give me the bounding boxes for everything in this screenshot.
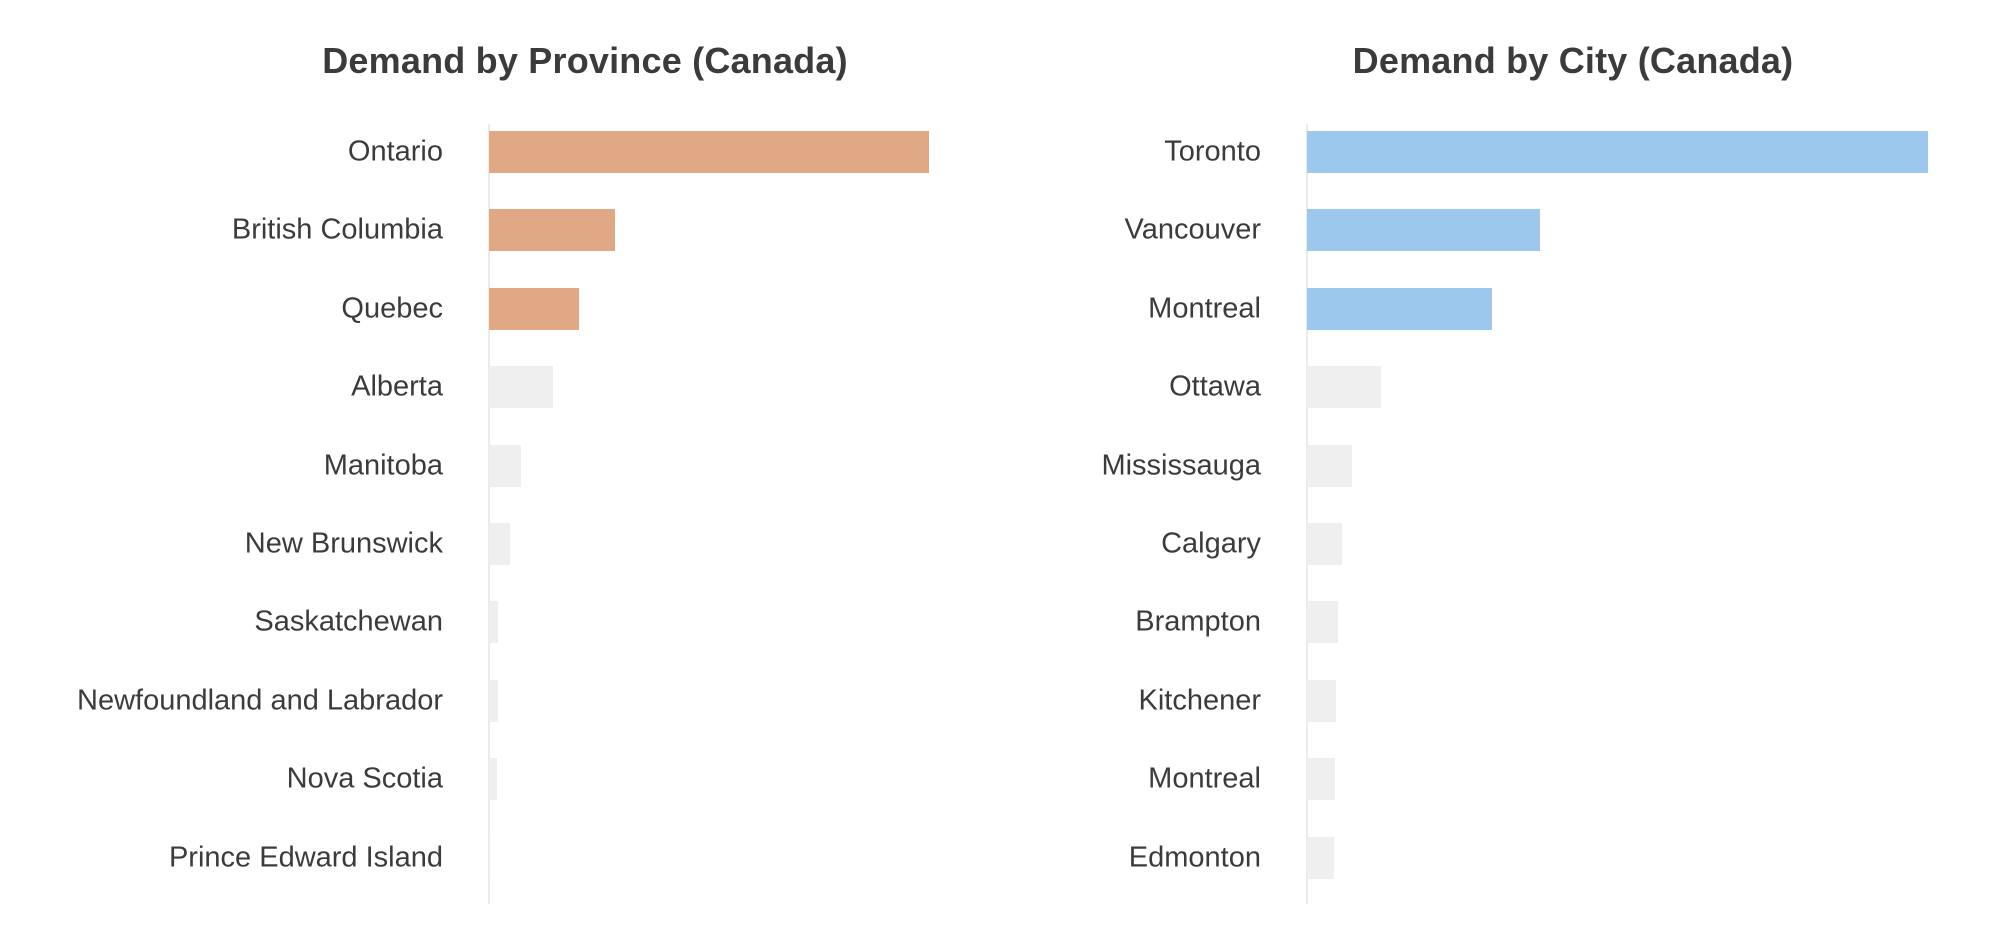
y-axis-line [1306,124,1308,904]
category-label: Edmonton [1128,841,1261,874]
demand-bar [1307,758,1335,801]
category-label: Mississauga [1101,449,1261,482]
category-label: Montreal [1148,292,1261,325]
demand-bar [1307,679,1336,722]
category-label: Manitoba [323,449,443,482]
category-label: Brampton [1135,605,1261,638]
category-label: Ottawa [1169,370,1261,403]
category-label: British Columbia [231,213,443,246]
demand-bar [1307,131,1928,173]
demand-bar [1307,444,1352,487]
demand-bar [1307,523,1342,565]
demand-bar [1307,366,1381,409]
category-label: Alberta [351,370,443,403]
category-label: Quebec [341,292,443,325]
demand-bar [489,131,929,173]
y-axis-line [488,124,490,904]
category-label: Montreal [1148,762,1261,795]
category-label: Prince Edward Island [168,841,443,874]
category-label: Toronto [1164,135,1261,168]
demand-bar [489,209,615,252]
chart-title: Demand by Province (Canada) [322,40,848,81]
category-label: Calgary [1161,527,1261,560]
demand-bar [489,601,498,644]
demand-bar [1307,601,1338,644]
demand-bar [489,444,521,487]
demand-bar [489,679,498,722]
demand-bar [1307,836,1334,879]
demand-bar [489,523,510,565]
demand-bar [1307,287,1492,330]
category-label: Saskatchewan [254,605,443,638]
category-label: Kitchener [1138,684,1261,717]
category-label: New Brunswick [244,527,443,560]
demand-bar [489,836,490,879]
province-demand-chart: Demand by Province (Canada) Ontario Briti… [77,40,929,904]
chart-title: Demand by City (Canada) [1352,40,1794,81]
demand-bar [489,366,553,409]
category-label: Vancouver [1124,213,1262,246]
demand-bar [489,287,579,330]
category-label: Ontario [347,135,443,168]
city-demand-chart: Demand by City (Canada) Toronto Vancouver… [1000,0,2000,949]
category-label: Nova Scotia [286,762,443,795]
demand-bar [489,758,497,801]
category-label: Newfoundland and Labrador [77,684,443,717]
demand-bar [1307,209,1540,252]
